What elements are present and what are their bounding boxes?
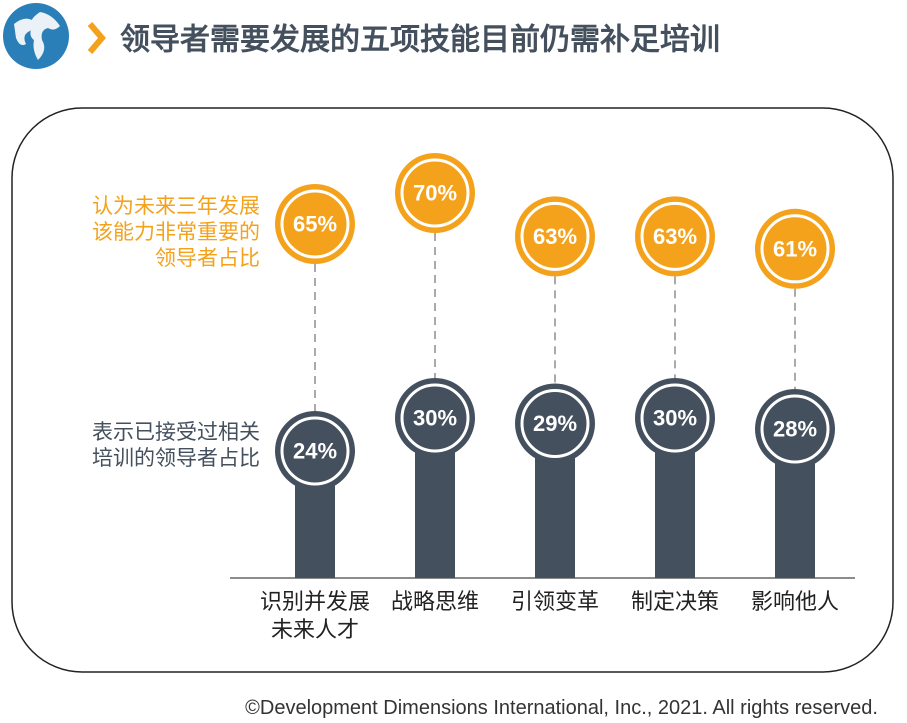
value-label: 61% <box>773 236 817 261</box>
importance-dot <box>275 184 355 264</box>
ring <box>640 383 710 453</box>
value-label: 30% <box>653 406 697 431</box>
footnote: ©Development Dimensions International, I… <box>245 697 878 719</box>
trained-dot <box>395 378 475 458</box>
legend-label: 认为未来三年发展该能力非常重要的领导者占比 <box>92 195 260 270</box>
ring <box>400 158 470 228</box>
trained-dot <box>515 383 595 464</box>
value-label: 29% <box>533 411 577 436</box>
value-label: 63% <box>653 224 697 249</box>
value-label: 65% <box>293 212 337 237</box>
ring <box>760 214 830 284</box>
ring <box>520 201 590 271</box>
ring <box>400 383 470 453</box>
value-label: 28% <box>773 417 817 442</box>
ring <box>280 189 350 259</box>
trained-dot <box>755 389 835 469</box>
x-tick-label: 制定决策 <box>630 589 719 614</box>
importance-dot <box>635 196 715 277</box>
chevron <box>87 22 106 54</box>
importance-dot <box>755 208 835 289</box>
value-label: 63% <box>533 224 577 249</box>
x-tick-label: 引领变革 <box>510 589 599 614</box>
value-label: 70% <box>413 181 457 206</box>
importance-dot <box>395 153 475 233</box>
chart-title: 领导者需要发展的五项技能目前仍需补足培训 <box>120 23 720 57</box>
globe-icon <box>3 3 69 69</box>
value-label: 24% <box>293 439 337 464</box>
x-tick-label: 识别并发展未来人才 <box>259 589 370 642</box>
x-tick-label: 战略思维 <box>390 589 479 614</box>
ring <box>280 416 350 486</box>
ring <box>760 394 830 464</box>
trained-dot <box>635 378 715 458</box>
trained-dot <box>275 411 355 491</box>
frame <box>11 107 894 673</box>
ring <box>640 201 710 271</box>
ring <box>520 389 590 458</box>
value-label: 30% <box>413 406 457 431</box>
x-tick-label: 影响他人 <box>750 589 839 614</box>
importance-dot <box>515 196 595 277</box>
legend-label: 表示已接受过相关培训的领导者占比 <box>92 421 260 470</box>
